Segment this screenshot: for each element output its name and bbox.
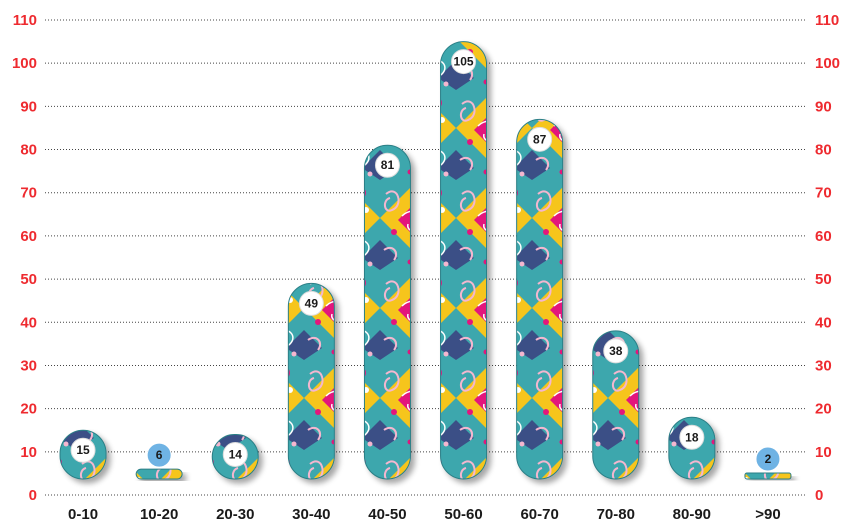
y-tick-label-left: 20	[20, 401, 37, 418]
bar-10-20	[135, 468, 183, 480]
y-tick-label-left: 30	[20, 357, 37, 374]
y-tick-label-left: 80	[20, 142, 37, 159]
y-axis-left: 0 10 20 30 40 50 60 70 80 90 100 110	[12, 12, 37, 504]
value-badge	[451, 49, 477, 75]
value-badge	[755, 446, 781, 472]
bars	[59, 41, 792, 480]
bar-60-70	[516, 118, 564, 480]
value-label: 81	[381, 158, 395, 172]
y-tick-label-left: 10	[20, 444, 37, 461]
y-tick-label-left: 110	[13, 12, 37, 29]
value-label: 6	[156, 448, 163, 462]
y-tick-label-right: 10	[815, 444, 832, 461]
x-category-label: 70-80	[597, 506, 635, 522]
value-badge	[603, 338, 629, 364]
y-tick-label-right: 50	[815, 271, 832, 288]
x-category-label: 30-40	[292, 506, 330, 522]
value-label: 49	[305, 296, 319, 310]
y-tick-label-right: 100	[815, 55, 840, 72]
y-tick-label-left: 0	[29, 487, 37, 504]
y-axis-right: 0 10 20 30 40 50 60 70 80 90 100 110	[815, 12, 840, 504]
bar-90	[744, 472, 792, 480]
x-category-label: >90	[755, 506, 780, 522]
value-label: 105	[454, 55, 474, 69]
value-labels: 15 6 14 49 81 105 87 38 18 2	[70, 49, 781, 472]
value-badge	[679, 424, 705, 450]
x-category-label: 80-90	[673, 506, 711, 522]
value-badge	[374, 152, 400, 178]
x-category-label: 20-30	[216, 506, 254, 522]
value-badge	[298, 290, 324, 316]
y-tick-label-right: 80	[815, 142, 832, 159]
y-tick-label-right: 70	[815, 185, 832, 202]
bar-40-50	[363, 144, 411, 480]
value-badge	[222, 442, 248, 468]
value-label: 87	[533, 132, 547, 146]
x-category-label: 50-60	[444, 506, 482, 522]
bar-50-60	[440, 41, 488, 480]
x-category-label: 10-20	[140, 506, 178, 522]
x-category-label: 0-10	[68, 506, 98, 522]
y-tick-label-left: 50	[20, 271, 37, 288]
x-category-label: 40-50	[368, 506, 406, 522]
y-tick-label-right: 0	[815, 487, 823, 504]
y-tick-label-left: 90	[20, 98, 37, 115]
x-axis-categories: 0-10 10-20 20-30 30-40 40-50 50-60 60-70 70-80 8…	[68, 506, 781, 522]
value-label: 14	[229, 448, 243, 462]
y-tick-label-right: 20	[815, 401, 832, 418]
y-tick-label-left: 70	[20, 185, 37, 202]
value-label: 2	[765, 452, 772, 466]
y-tick-label-right: 30	[815, 357, 832, 374]
value-label: 18	[685, 430, 699, 444]
value-label: 15	[76, 443, 90, 457]
x-category-label: 60-70	[520, 506, 558, 522]
value-label: 38	[609, 344, 623, 358]
y-tick-label-right: 60	[815, 228, 832, 245]
gridlines	[45, 19, 806, 496]
value-badge	[70, 437, 96, 463]
y-tick-label-right: 110	[815, 12, 839, 29]
y-tick-label-right: 40	[815, 314, 832, 331]
y-tick-label-left: 60	[20, 228, 37, 245]
bar-30-40	[287, 282, 335, 480]
bar-70-80	[592, 330, 640, 480]
y-tick-label-left: 40	[20, 314, 37, 331]
value-badge	[146, 442, 172, 468]
value-badge	[527, 126, 553, 152]
y-tick-label-left: 100	[12, 55, 37, 72]
y-tick-label-right: 90	[815, 98, 832, 115]
